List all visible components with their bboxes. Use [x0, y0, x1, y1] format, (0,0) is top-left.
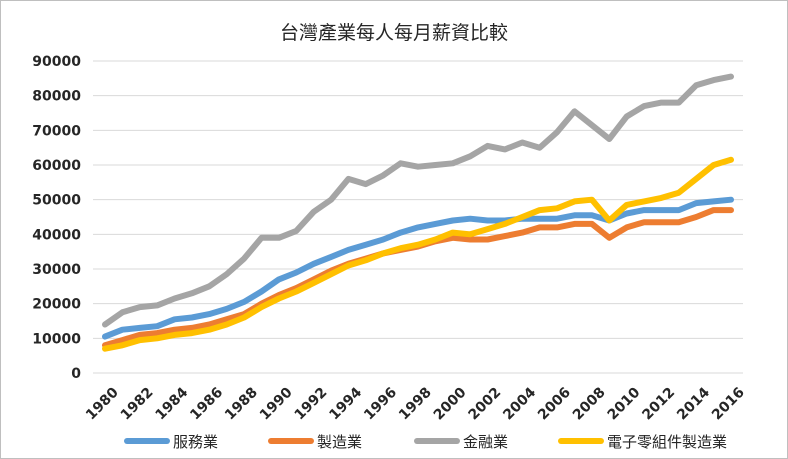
x-tick-label: 2000: [431, 384, 470, 423]
y-tick-label: 30000: [32, 262, 81, 278]
x-tick-label: 2012: [639, 385, 678, 424]
x-axis-ticks: 1980198219841986198819901992199419961998…: [83, 384, 748, 423]
x-tick-label: 1992: [292, 385, 331, 424]
legend-label: 製造業: [317, 433, 362, 451]
x-tick-label: 2004: [500, 384, 539, 423]
x-tick-label: 2016: [709, 385, 748, 424]
chart-title: 台灣產業每人每月薪資比較: [280, 22, 508, 44]
gridlines: [93, 60, 743, 374]
legend-label: 金融業: [463, 433, 508, 451]
x-tick-label: 1980: [83, 384, 122, 423]
x-tick-label: 1990: [257, 384, 296, 423]
x-tick-label: 2002: [466, 385, 505, 424]
y-axis-ticks: 0 10000 20000 30000 40000 50000 60000 70000 8000…: [32, 54, 81, 382]
legend-label: 服務業: [173, 433, 218, 451]
y-tick-label: 80000: [32, 89, 81, 105]
y-tick-label: 10000: [32, 331, 81, 347]
y-tick-label: 50000: [32, 193, 81, 209]
legend-label: 電子零組件製造業: [607, 433, 727, 451]
x-tick-label: 1998: [396, 385, 435, 424]
x-tick-label: 1984: [153, 384, 192, 423]
legend: 服務業 製造業 金融業 電子零組件製造業: [124, 433, 727, 451]
series-line-金融業: [102, 73, 734, 328]
x-tick-label: 1994: [326, 384, 365, 423]
series-lines: [102, 73, 734, 352]
y-tick-label: 20000: [32, 297, 81, 313]
y-tick-label: 60000: [32, 158, 81, 174]
x-tick-label: 1988: [222, 385, 261, 424]
x-tick-label: 2010: [605, 384, 644, 423]
x-tick-label: 2014: [674, 384, 713, 423]
x-tick-label: 1982: [118, 385, 157, 424]
x-tick-label: 1996: [361, 385, 400, 424]
x-tick-label: 1986: [187, 385, 226, 424]
x-tick-label: 2006: [535, 385, 574, 424]
y-tick-label: 0: [71, 366, 81, 382]
y-tick-label: 70000: [32, 123, 81, 139]
y-tick-label: 90000: [32, 54, 81, 70]
y-tick-label: 40000: [32, 227, 81, 243]
x-tick-label: 2008: [570, 385, 609, 424]
series-line-服務業: [102, 196, 734, 340]
series-line-電子零組件製造業: [102, 156, 734, 352]
